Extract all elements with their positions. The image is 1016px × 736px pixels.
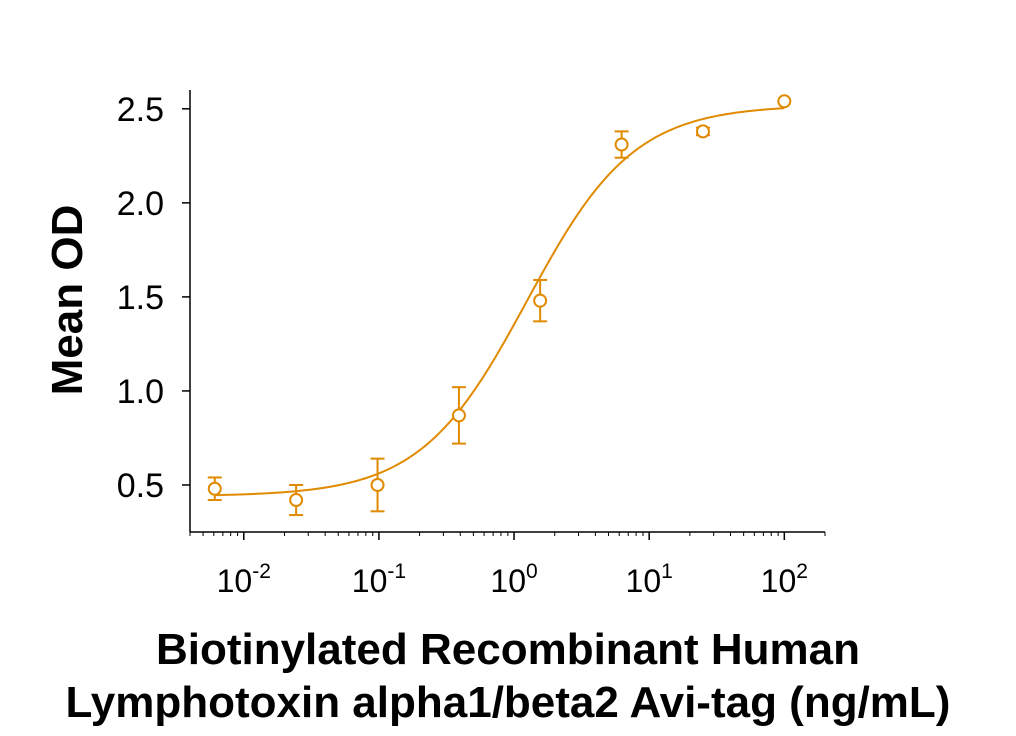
data-point (451, 386, 466, 445)
data-marker (207, 481, 222, 496)
x-tick-label: 102 (761, 560, 808, 599)
data-point (207, 476, 222, 502)
x-axis-title-line-1: Biotinylated Recombinant Human (155, 625, 861, 674)
x-tick-label: 10-2 (217, 560, 271, 599)
y-tick-label: 1.0 (117, 373, 164, 411)
y-tick-label: 2.5 (117, 91, 164, 129)
data-point (533, 278, 548, 323)
x-tick-label: 101 (626, 560, 673, 599)
data-point (777, 94, 792, 109)
data-marker (614, 137, 629, 152)
data-marker (289, 493, 304, 508)
y-tick-label: 0.5 (117, 467, 164, 505)
y-axis-title: Mean OD (43, 204, 92, 396)
axes (189, 90, 825, 533)
fit-curve (214, 107, 785, 497)
data-points (207, 94, 792, 517)
data-point (370, 457, 385, 513)
data-marker (533, 293, 548, 308)
data-marker (370, 477, 385, 492)
x-tick-label: 10-1 (352, 560, 406, 599)
data-point (695, 124, 710, 139)
data-marker (695, 124, 710, 139)
x-axis-title-line-2: Lymphotoxin alpha1/beta2 Avi-tag (ng/mL) (65, 678, 951, 727)
y-axis-ticks: 0.5 1.0 1.5 2.0 2.5 (117, 91, 190, 505)
x-axis-ticks: 10-2 10-1 100 101 102 (189, 532, 826, 599)
y-tick-label: 2.0 (117, 185, 164, 223)
data-point (614, 130, 629, 159)
data-marker (777, 94, 792, 109)
data-point (289, 483, 304, 517)
x-tick-label: 100 (490, 560, 537, 599)
data-marker (451, 408, 466, 423)
y-tick-label: 1.5 (117, 279, 164, 317)
